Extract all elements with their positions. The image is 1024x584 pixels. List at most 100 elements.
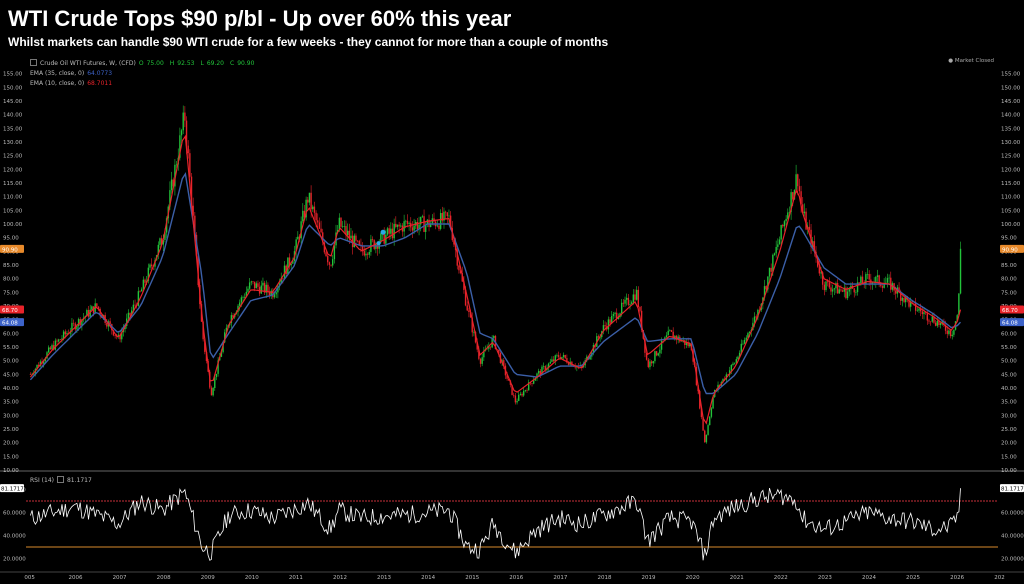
- candle-body: [687, 342, 689, 347]
- y-tick-left: 55.00: [3, 345, 19, 351]
- y-tick-right: 130.00: [1001, 140, 1021, 146]
- candle-body: [888, 277, 890, 279]
- y-tick-right: 125.00: [1001, 154, 1021, 160]
- candle-body: [132, 304, 135, 311]
- candle-body: [81, 319, 83, 326]
- candle-body: [733, 362, 736, 364]
- candle-body: [139, 291, 141, 292]
- legend-symbol[interactable]: Crude Oil WTI Futures, W, (CFD): [40, 60, 136, 67]
- market-status: ● Market Closed: [948, 58, 994, 64]
- candle-body: [775, 246, 777, 254]
- candle-body: [47, 347, 50, 353]
- candle-body: [109, 321, 111, 325]
- y-tick-right: 115.00: [1001, 181, 1021, 187]
- candle-body: [956, 315, 958, 322]
- candle-body: [144, 279, 146, 283]
- candle-body: [627, 297, 630, 305]
- candle-body: [443, 211, 445, 221]
- candle-body: [589, 356, 591, 360]
- candle-body: [602, 325, 605, 332]
- candle-body: [843, 287, 845, 292]
- candle-body: [798, 186, 801, 192]
- candle-body: [923, 312, 925, 315]
- candle-body: [318, 222, 321, 229]
- candle-body: [860, 276, 862, 284]
- candle-body: [680, 340, 683, 342]
- candle-body: [562, 355, 565, 357]
- candle-body: [895, 290, 897, 294]
- candle-body: [883, 284, 885, 288]
- candle-body: [707, 425, 709, 435]
- candle-body: [865, 274, 867, 284]
- candle-body: [753, 316, 756, 323]
- candle-body: [527, 382, 530, 391]
- x-tick-label: 2024: [862, 575, 876, 581]
- y-tick-left: 95.00: [3, 236, 19, 242]
- candle-body: [466, 305, 468, 311]
- candle-body: [785, 218, 787, 222]
- candle-body: [780, 224, 782, 240]
- y-tick-right: 105.00: [1001, 208, 1021, 214]
- candle-body: [559, 357, 561, 359]
- candle-body: [948, 330, 950, 334]
- candle-body: [86, 310, 88, 317]
- y-tick-right: 25.00: [1001, 427, 1017, 433]
- candle-body: [841, 290, 844, 292]
- candle-body: [547, 363, 550, 368]
- candle-body: [238, 302, 241, 306]
- candle-body: [655, 351, 658, 356]
- candle-body: [742, 343, 744, 345]
- candle-body: [617, 317, 620, 319]
- y-tick-left: 75.00: [3, 290, 19, 296]
- candle-body: [425, 224, 427, 232]
- candle-body: [773, 253, 776, 255]
- legend-ema10-label[interactable]: EMA (10, close, 0): [30, 80, 85, 87]
- candle-body: [473, 332, 475, 333]
- y-tick-left: 120.00: [3, 167, 23, 173]
- candle-body: [728, 370, 731, 375]
- y-tick-right: 155.00: [1001, 72, 1021, 78]
- candle-body: [253, 281, 256, 289]
- y-tick-left: 125.00: [3, 154, 23, 160]
- y-tick-right: 40.00: [1001, 386, 1017, 392]
- rsi-line: [30, 487, 961, 561]
- ema10-price-tag-right: [1000, 305, 1024, 314]
- candle-body: [949, 330, 952, 337]
- legend-high: H 92.53: [169, 60, 195, 67]
- candle-body: [788, 211, 791, 213]
- x-tick-label: 2020: [686, 575, 700, 581]
- rsi-settings-icon[interactable]: [56, 476, 64, 483]
- candle-body: [232, 315, 234, 318]
- candle-body: [340, 217, 342, 227]
- candle-body: [928, 320, 930, 322]
- candle-body: [861, 276, 864, 283]
- rsi-label[interactable]: RSI (14): [30, 477, 54, 484]
- candle-body: [722, 378, 724, 383]
- candle-body: [302, 210, 304, 222]
- candle-body: [911, 301, 914, 302]
- candle-body: [449, 215, 452, 229]
- candle-body: [137, 291, 140, 306]
- candle-body: [531, 383, 533, 384]
- legend-ema35-label[interactable]: EMA (35, close, 0): [30, 70, 85, 77]
- candle-body: [174, 164, 176, 187]
- symbol-checkbox-icon[interactable]: [30, 59, 37, 66]
- candle-body: [581, 365, 583, 367]
- legend-close: C 90.90: [230, 60, 255, 67]
- candle-body: [635, 289, 638, 300]
- candle-body: [325, 252, 327, 257]
- candle-body: [848, 289, 850, 292]
- candle-body: [215, 373, 218, 378]
- x-tick-label: 2009: [201, 575, 215, 581]
- candle-body: [187, 145, 189, 154]
- x-tick-label: 2007: [113, 575, 127, 581]
- x-tick-label: 2006: [68, 575, 82, 581]
- y-tick-right: 85.00: [1001, 263, 1017, 269]
- candle-body: [943, 320, 945, 326]
- candle-body: [802, 204, 804, 214]
- candle-body: [705, 434, 708, 443]
- candle-body: [323, 242, 326, 253]
- candle-body: [390, 228, 392, 234]
- y-tick-left: 10.00: [3, 468, 19, 474]
